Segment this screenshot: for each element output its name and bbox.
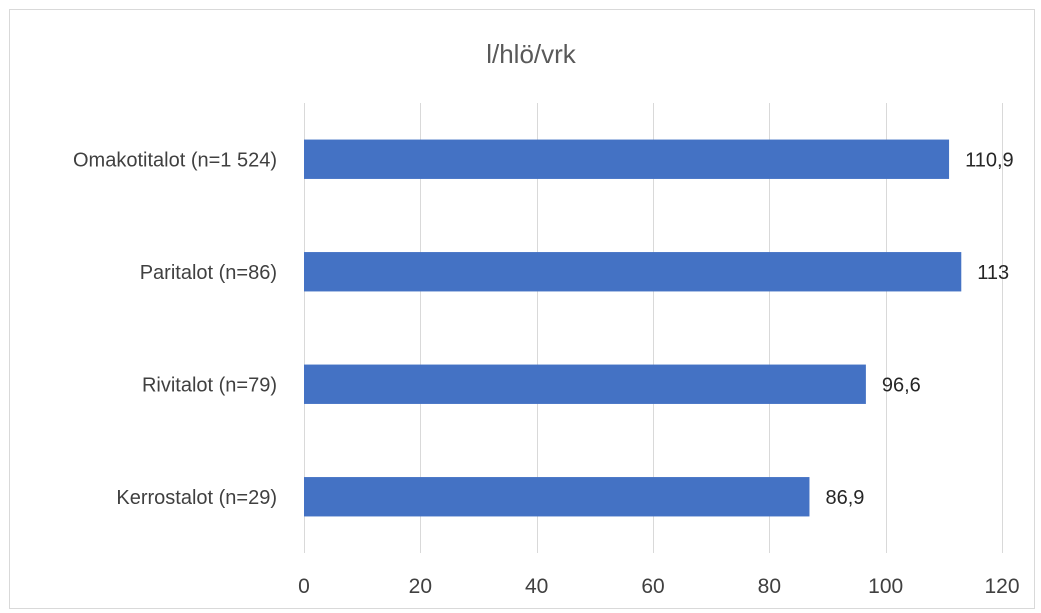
- x-tick-label: 20: [409, 575, 432, 598]
- data-label: 110,9: [965, 149, 1014, 171]
- bar: [304, 477, 810, 517]
- x-tick-label: 40: [525, 575, 548, 598]
- x-tick-labels: 0 20 40 60 80 100 120: [298, 575, 1019, 598]
- bar: [304, 364, 866, 404]
- bars: [304, 139, 962, 517]
- data-label: 96,6: [882, 374, 921, 396]
- data-labels: 110,9 113 96,6 86,9: [825, 149, 1013, 509]
- bar: [304, 252, 962, 292]
- x-tick-label: 100: [868, 575, 903, 598]
- x-tick-label: 60: [641, 575, 664, 598]
- category-label: Paritalot (n=86): [140, 262, 277, 284]
- x-tick-label: 0: [298, 575, 310, 598]
- category-label: Rivitalot (n=79): [142, 374, 277, 396]
- category-label: Omakotitalot (n=1 524): [73, 149, 277, 171]
- data-label: 113: [977, 262, 1009, 284]
- bar: [304, 139, 950, 179]
- x-tick-label: 120: [984, 575, 1019, 598]
- data-label: 86,9: [825, 487, 864, 509]
- x-tick-label: 80: [758, 575, 781, 598]
- category-labels: Omakotitalot (n=1 524) Paritalot (n=86) Ri…: [73, 149, 277, 509]
- chart-title: l/hlö/vrk: [486, 39, 577, 69]
- category-label: Kerrostalot (n=29): [116, 487, 277, 509]
